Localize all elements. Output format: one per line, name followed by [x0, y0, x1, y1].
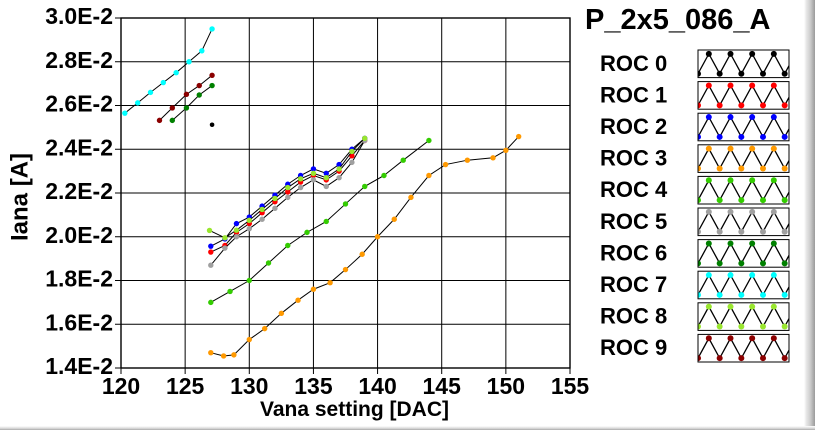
svg-text:1.6E-2: 1.6E-2: [45, 309, 113, 335]
svg-text:130: 130: [230, 373, 268, 399]
svg-text:145: 145: [423, 373, 462, 399]
svg-text:ROC 2: ROC 2: [600, 114, 667, 139]
svg-text:155: 155: [551, 373, 590, 399]
svg-text:1.8E-2: 1.8E-2: [45, 266, 113, 292]
svg-text:2.6E-2: 2.6E-2: [45, 91, 113, 117]
svg-text:ROC 6: ROC 6: [600, 240, 667, 265]
svg-text:ROC 0: ROC 0: [600, 51, 667, 76]
svg-text:ROC 7: ROC 7: [600, 272, 667, 297]
svg-text:140: 140: [358, 373, 396, 399]
svg-text:2.8E-2: 2.8E-2: [45, 47, 113, 73]
svg-text:ROC 8: ROC 8: [600, 304, 667, 329]
svg-text:ROC 9: ROC 9: [600, 335, 667, 360]
svg-text:ROC 1: ROC 1: [600, 82, 667, 107]
svg-text:135: 135: [294, 373, 333, 399]
svg-text:2.0E-2: 2.0E-2: [45, 222, 113, 248]
svg-text:ROC 5: ROC 5: [600, 209, 667, 234]
svg-text:2.4E-2: 2.4E-2: [45, 134, 113, 160]
svg-text:3.0E-2: 3.0E-2: [45, 3, 113, 29]
svg-text:125: 125: [166, 373, 205, 399]
svg-text:ROC 3: ROC 3: [600, 146, 667, 171]
svg-text:2.2E-2: 2.2E-2: [45, 178, 113, 204]
svg-text:Iana [A]: Iana [A]: [7, 153, 34, 241]
svg-text:P_2x5_086_A: P_2x5_086_A: [585, 4, 770, 36]
svg-text:150: 150: [487, 373, 525, 399]
svg-text:ROC 4: ROC 4: [600, 177, 668, 202]
svg-text:120: 120: [102, 373, 140, 399]
